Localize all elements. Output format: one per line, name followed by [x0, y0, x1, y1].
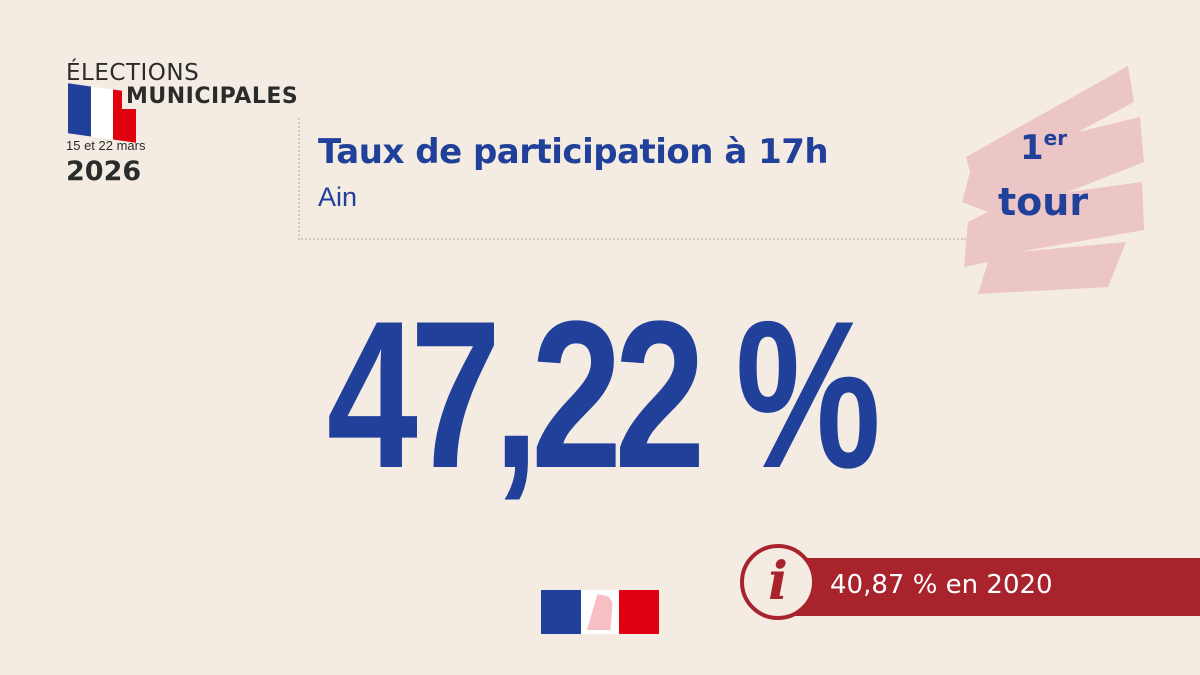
round-number: 1er [1020, 126, 1068, 168]
round-word: tour [998, 180, 1089, 224]
previous-result-text: 40,87 % en 2020 [830, 570, 1053, 600]
previous-result-bar: 40,87 % en 2020 [766, 558, 1200, 616]
round-badge: 1er tour [958, 62, 1148, 294]
page-title: Taux de participation à 17h [318, 132, 829, 172]
participation-rate: 47,22 % [326, 277, 881, 512]
logo-year: 2026 [66, 156, 142, 187]
logo-line-municipales: MUNICIPALES [122, 84, 303, 109]
logo-dates: 15 et 22 mars [66, 138, 146, 153]
brush-stroke-icon [962, 66, 1144, 294]
logo-line-elections: ÉLECTIONS [66, 60, 200, 86]
info-icon: i [740, 544, 816, 620]
department-name: Ain [318, 182, 358, 212]
marianne-logo [541, 590, 659, 634]
title-box: Taux de participation à 17h Ain [298, 118, 966, 240]
elections-logo: ÉLECTIONS MUNICIPALES 15 et 22 mars 2026 [60, 58, 303, 198]
